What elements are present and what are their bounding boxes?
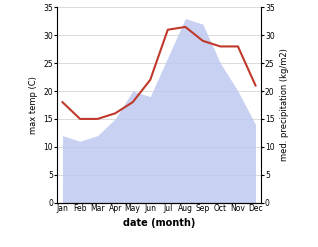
Y-axis label: med. precipitation (kg/m2): med. precipitation (kg/m2) (280, 49, 289, 161)
X-axis label: date (month): date (month) (123, 219, 195, 228)
Y-axis label: max temp (C): max temp (C) (29, 76, 38, 134)
